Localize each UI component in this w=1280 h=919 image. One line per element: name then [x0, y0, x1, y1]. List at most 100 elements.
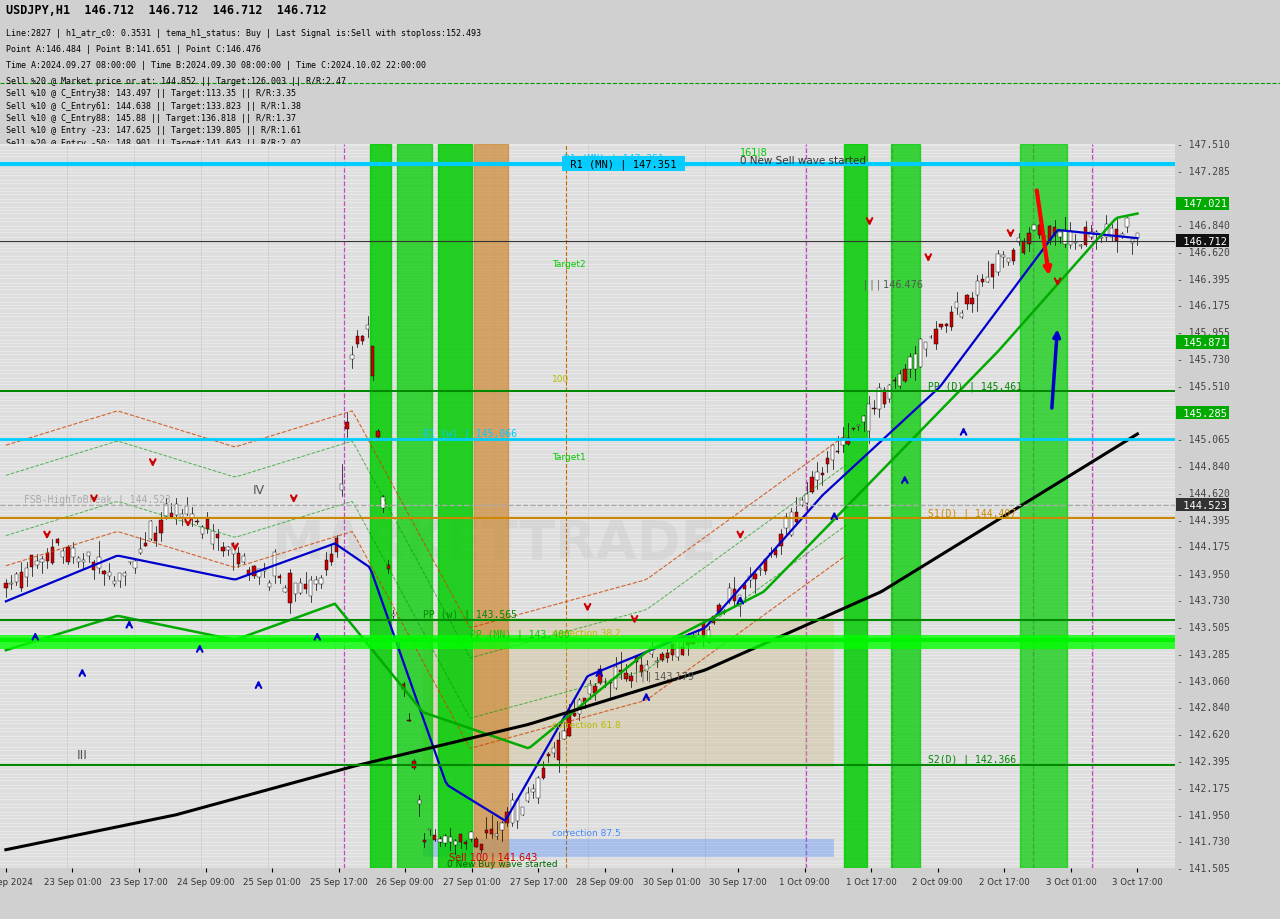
Bar [475, 839, 477, 846]
Bar [371, 347, 374, 377]
Bar [19, 573, 23, 588]
Bar [123, 573, 127, 576]
Bar [919, 340, 922, 368]
Text: - 146.395: - 146.395 [1178, 275, 1230, 285]
Text: Sell %10 @ C_Entry61: 144.638 || Target:133.823 || R/R:1.38: Sell %10 @ C_Entry61: 144.638 || Target:… [6, 102, 301, 110]
Bar [934, 330, 937, 345]
Bar [402, 684, 406, 689]
Bar [620, 671, 622, 673]
Bar [1125, 219, 1129, 228]
Bar [980, 280, 984, 282]
Bar [1006, 259, 1010, 263]
Bar [72, 549, 74, 558]
Bar [739, 596, 741, 607]
Bar [196, 521, 198, 523]
Bar [996, 255, 1000, 272]
Text: - 144.395: - 144.395 [1178, 516, 1230, 526]
Bar [582, 698, 586, 702]
Bar [1016, 239, 1020, 243]
Text: - 143.950: - 143.950 [1178, 569, 1230, 579]
Bar [625, 674, 627, 679]
Bar [805, 494, 809, 504]
Bar [836, 452, 840, 453]
Text: - 141.730: - 141.730 [1178, 836, 1230, 846]
Bar [681, 647, 685, 655]
Bar [387, 565, 390, 569]
Bar [749, 576, 751, 581]
Bar [46, 553, 49, 561]
Text: Sell %10 @ C_Entry88: 145.88 || Target:136.818 || R/R:1.37: Sell %10 @ C_Entry88: 145.88 || Target:1… [6, 114, 297, 123]
Text: Target100: 141.643 || Target 161: 138.656 || Target 261: 133.823 || Target 423: : Target100: 141.643 || Target 161: 138.65… [6, 164, 552, 173]
Bar [335, 539, 338, 552]
Bar [428, 829, 431, 830]
Bar [924, 343, 927, 349]
Bar [500, 823, 503, 830]
Bar [485, 830, 488, 834]
Bar [247, 571, 251, 575]
Bar [960, 314, 964, 318]
Text: - 145.510: - 145.510 [1178, 381, 1230, 391]
Bar [340, 484, 343, 491]
Bar [831, 446, 835, 460]
Bar [67, 547, 69, 562]
Text: 100: 100 [552, 374, 570, 383]
Text: Target2: Target2 [552, 260, 586, 269]
Bar [252, 566, 256, 576]
Text: - 145.955: - 145.955 [1178, 327, 1230, 337]
Bar [846, 438, 850, 445]
Text: PP (MN) | 143.400: PP (MN) | 143.400 [470, 630, 570, 640]
Bar [506, 812, 508, 823]
Bar [448, 837, 452, 842]
Bar [41, 560, 44, 562]
Bar [526, 793, 530, 801]
Bar [346, 422, 348, 429]
Bar [722, 611, 726, 612]
Text: USDJPY,H1  146.712  146.712  146.712  146.712: USDJPY,H1 146.712 146.712 146.712 146.71… [6, 5, 326, 17]
Text: PP (D) | 145.461: PP (D) | 145.461 [928, 380, 1023, 391]
FancyBboxPatch shape [422, 839, 835, 857]
Bar [133, 562, 137, 569]
Bar [325, 561, 328, 570]
Text: - 144.620: - 144.620 [1178, 488, 1230, 498]
Text: 147.021: 147.021 [1178, 199, 1228, 210]
Bar [1105, 224, 1108, 238]
Bar [800, 501, 804, 505]
Bar [950, 312, 954, 328]
Bar [148, 522, 152, 539]
Bar [356, 336, 358, 345]
Bar [438, 145, 472, 868]
Bar [1110, 229, 1114, 238]
Bar [392, 614, 396, 617]
Bar [206, 520, 209, 530]
Text: - 143.730: - 143.730 [1178, 596, 1230, 606]
Text: IV: IV [252, 483, 265, 496]
Bar [92, 562, 95, 570]
Bar [844, 145, 867, 868]
Bar [315, 580, 317, 584]
Bar [759, 569, 762, 571]
Text: - 147.510: - 147.510 [1178, 141, 1230, 150]
Text: - 143.505: - 143.505 [1178, 622, 1230, 632]
Bar [370, 145, 392, 868]
Text: Sell 100 | 141.643: Sell 100 | 141.643 [449, 851, 538, 862]
Bar [764, 560, 767, 572]
Bar [774, 550, 777, 555]
Bar [232, 544, 234, 554]
Bar [1089, 233, 1093, 238]
Bar [180, 515, 183, 517]
Bar [490, 829, 493, 834]
Bar [268, 584, 271, 587]
Bar [635, 656, 637, 662]
Text: | | | 143.179: | | | 143.179 [635, 671, 694, 682]
FancyBboxPatch shape [422, 618, 835, 766]
Bar [986, 278, 989, 282]
Text: Target1: Target1 [552, 453, 586, 461]
Bar [861, 416, 865, 423]
Bar [308, 581, 312, 596]
Bar [82, 561, 84, 562]
Bar [609, 682, 612, 683]
Bar [397, 145, 433, 868]
Bar [593, 686, 596, 693]
Bar [883, 391, 886, 404]
Bar [727, 588, 731, 601]
